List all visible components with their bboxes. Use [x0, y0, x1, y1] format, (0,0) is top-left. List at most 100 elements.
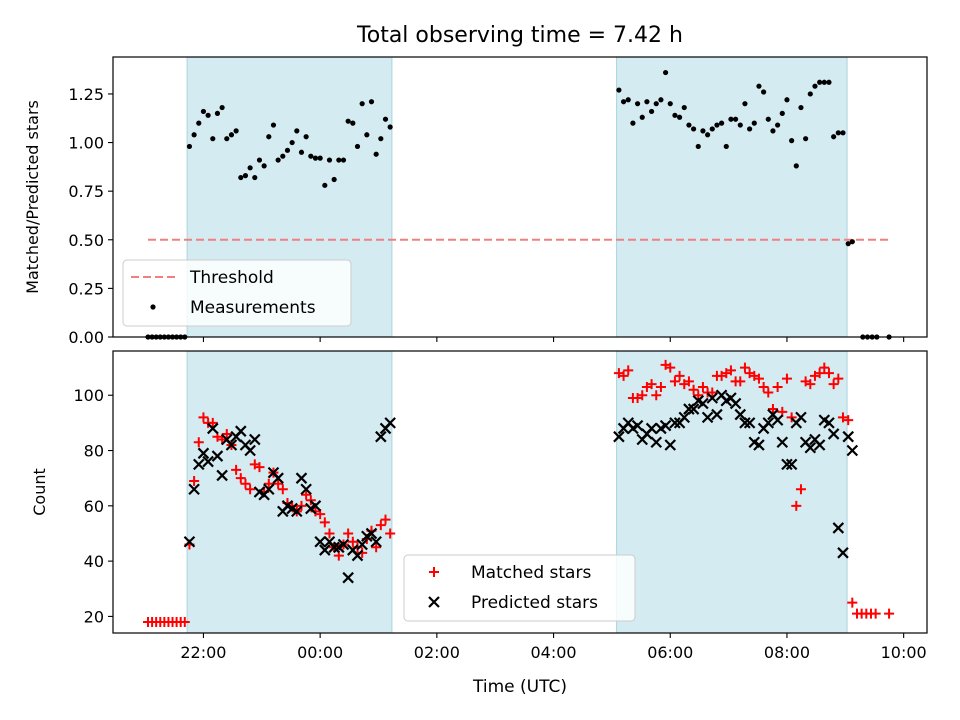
predicted-point [753, 439, 765, 451]
matched-point [795, 484, 806, 495]
legend: Threshold Measurements [122, 259, 352, 327]
predicted-point [813, 439, 826, 451]
chart-title: Total observing time = 7.42 h [356, 23, 683, 48]
matched-point [198, 412, 209, 423]
predicted-point [309, 500, 322, 512]
predicted-point [300, 483, 312, 496]
ratio-panel: 0.00 0.25 0.50 0.75 1.00 1.25 Matched/Predicte… [23, 56, 928, 347]
y-tick-label: 40 [84, 552, 104, 571]
matched-point [245, 484, 256, 495]
matched-point [739, 362, 750, 373]
measurement-point [775, 122, 781, 128]
measurement-point [317, 155, 323, 161]
matched-point [235, 473, 246, 484]
measurement-point [728, 116, 734, 122]
matched-point [688, 384, 699, 395]
measurement-point [719, 120, 725, 126]
predicted-point [832, 522, 845, 534]
matched-point [221, 428, 232, 439]
predicted-point [659, 419, 672, 432]
matched-point [767, 404, 778, 415]
measurement-point [817, 79, 823, 85]
predicted-point [613, 430, 625, 443]
observing-window [616, 56, 848, 338]
legend-measurements-swatch [150, 304, 156, 310]
matched-point [371, 542, 382, 553]
measurement-point [298, 149, 305, 155]
matched-point [674, 370, 685, 381]
measurement-point [676, 114, 683, 120]
predicted-point [729, 397, 742, 410]
matched-point [828, 379, 839, 390]
measurement-point [219, 104, 225, 111]
measurement-point [354, 143, 361, 150]
measurement-point [312, 155, 319, 161]
matched-point [618, 370, 629, 381]
measurement-point [625, 97, 631, 103]
predicted-point [743, 417, 756, 429]
measurement-point [382, 116, 389, 122]
legend-box [122, 259, 352, 327]
measurement-point [634, 101, 641, 107]
predicted-point [697, 397, 709, 410]
measurement-point [387, 124, 393, 130]
predicted-point [328, 541, 340, 554]
matched-point [347, 536, 358, 547]
legend-matched-swatch [429, 567, 439, 577]
matched-point [207, 417, 218, 428]
predicted-point [837, 547, 849, 559]
y-tick-label: 100 [73, 386, 104, 405]
measurement-point [191, 132, 197, 138]
measurement-point [845, 241, 851, 247]
x-axis-label: Time (UTC) [472, 677, 567, 697]
predicted-point [356, 538, 368, 551]
measurement-point [835, 130, 841, 136]
matched-point [623, 365, 634, 376]
predicted-point [202, 455, 214, 468]
matched-point [231, 464, 242, 475]
measurement-point [826, 79, 832, 85]
predicted-point [706, 392, 719, 404]
x-tick-label: 22:00 [180, 643, 226, 662]
measurement-point [667, 101, 673, 107]
measurement-point [322, 182, 328, 188]
measurement-point [648, 108, 655, 115]
y-tick-label: 0.25 [68, 279, 104, 298]
predicted-point [711, 408, 723, 421]
measurement-point [340, 157, 347, 163]
measurement-point [308, 153, 314, 159]
measurement-point [210, 136, 216, 142]
measurement-point [630, 120, 636, 126]
predicted-point [846, 444, 859, 457]
measurement-point [686, 122, 692, 128]
matched-point [870, 608, 881, 619]
matched-point [189, 475, 200, 486]
measurement-point [784, 97, 790, 103]
x-tick-label: 04:00 [530, 643, 576, 662]
measurement-point [238, 174, 244, 181]
matched-point [753, 373, 764, 384]
matched-point [763, 387, 774, 398]
predicted-point [776, 436, 789, 449]
x-tick-label: 06:00 [647, 643, 693, 662]
predicted-point [762, 417, 775, 429]
predicted-point [314, 535, 326, 548]
measurement-point [704, 132, 711, 138]
matched-point [277, 484, 288, 495]
measurement-point [639, 114, 645, 120]
predicted-point [188, 483, 200, 496]
measurement-point [350, 120, 356, 126]
matched-point [263, 478, 274, 489]
matched-point [823, 368, 834, 379]
measurement-point [662, 69, 669, 76]
predicted-point [370, 535, 382, 548]
measurement-point [821, 79, 827, 85]
measurement-point [761, 89, 767, 95]
measurement-point [765, 116, 771, 122]
matched-point [786, 412, 797, 423]
matched-point [319, 517, 330, 528]
measurement-point [849, 239, 855, 245]
measurement-point [653, 101, 659, 107]
measurement-point [644, 99, 650, 105]
measurement-point [247, 165, 253, 171]
